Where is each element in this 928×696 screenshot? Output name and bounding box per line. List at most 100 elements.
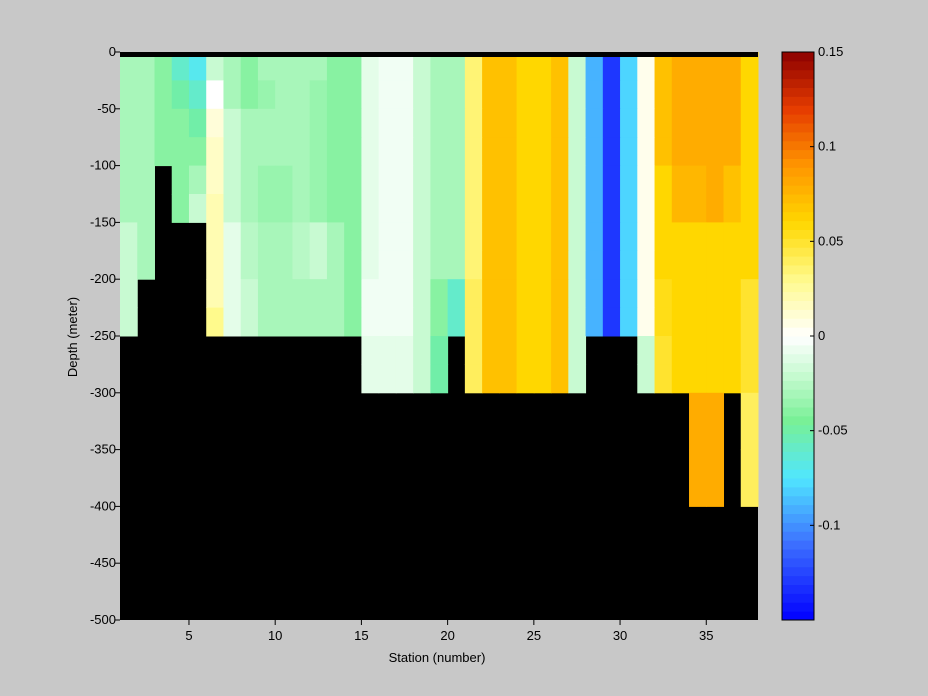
heatmap-cell [154, 137, 173, 167]
colorbar-segment [782, 362, 814, 372]
colorbar-segment [782, 327, 814, 337]
heatmap-cell [568, 364, 587, 394]
heatmap-cell [361, 250, 380, 280]
heatmap-cell [257, 194, 276, 223]
heatmap-cell [740, 279, 759, 309]
heatmap-cell [309, 108, 328, 138]
heatmap-cell [309, 137, 328, 167]
colorbar-segment [782, 96, 814, 106]
heatmap-cell [706, 52, 725, 81]
heatmap-cell [551, 165, 569, 195]
heatmap-cell [602, 279, 621, 309]
x-tick-label: 5 [185, 628, 192, 643]
heatmap-cell [326, 194, 345, 223]
heatmap-cell [120, 222, 138, 252]
heatmap-cell [292, 80, 311, 110]
heatmap-cell [637, 194, 656, 223]
heatmap-cell [706, 392, 725, 451]
surface-line [120, 52, 758, 57]
heatmap-cell [344, 52, 362, 81]
heatmap-cell [206, 250, 224, 280]
heatmap-cell [223, 80, 242, 110]
heatmap-cell [344, 165, 362, 195]
heatmap-cell [585, 250, 604, 280]
heatmap-cell [240, 194, 259, 223]
heatmap-cell [275, 250, 293, 280]
y-axis-ticks: 0 -50 -100 -150 -200 -250 -300 -350 -400 -450 -500 [90, 44, 120, 627]
heatmap-cell [499, 80, 518, 110]
y-tick-label: -150 [90, 214, 116, 229]
heatmap-cell [516, 279, 535, 309]
colorbar-segment [782, 78, 814, 88]
heatmap-cell [706, 194, 725, 223]
colorbar-segment [782, 256, 814, 266]
heatmap-cell [395, 279, 414, 309]
colorbar-segment [782, 273, 814, 284]
heatmap-cell [361, 165, 380, 195]
heatmap-cell [637, 336, 656, 365]
heatmap-cell [292, 307, 311, 337]
colorbar-segment [782, 140, 814, 151]
heatmap-cell [723, 222, 742, 252]
colorbar-tick-label: 0 [818, 328, 825, 343]
colorbar-segment [782, 336, 814, 346]
heatmap-cell [551, 222, 569, 252]
heatmap-cell [361, 108, 380, 138]
heatmap-cell [171, 80, 190, 110]
heatmap-cell [413, 80, 431, 110]
heatmap-cell [430, 250, 449, 280]
heatmap-cell [654, 194, 673, 223]
heatmap-cell [516, 52, 535, 81]
heatmap-cell [137, 165, 155, 195]
heatmap-cell [499, 165, 518, 195]
heatmap-cell [361, 137, 380, 167]
heatmap-cell [188, 108, 207, 138]
heatmap-cell [740, 165, 759, 195]
heatmap-cell [309, 250, 328, 280]
colorbar-segment [782, 211, 814, 222]
colorbar-segment [782, 123, 814, 133]
heatmap-cell [602, 222, 621, 252]
heatmap-cell [706, 336, 725, 365]
heatmap-cell [206, 194, 224, 223]
colorbar-segment [782, 504, 814, 514]
heatmap-cell [206, 137, 224, 167]
heatmap-cell [447, 80, 466, 110]
heatmap-cell [568, 250, 587, 280]
heatmap-cell [516, 165, 535, 195]
heatmap-cell [637, 307, 656, 337]
heatmap-cell [378, 250, 397, 280]
heatmap-cell [568, 194, 587, 223]
heatmap-cell [723, 80, 742, 110]
heatmap-cell [292, 222, 311, 252]
heatmap-cell [723, 364, 742, 394]
heatmap-cell [257, 307, 276, 337]
heatmap-cell [309, 52, 328, 81]
colorbar-segment [782, 407, 814, 417]
heatmap-cell [309, 194, 328, 223]
colorbar-segment [782, 309, 814, 319]
heatmap-cell [516, 336, 535, 365]
heatmap-cell [188, 194, 207, 223]
x-tick-label: 35 [699, 628, 713, 643]
heatmap-cell [430, 108, 449, 138]
heatmap-cell [188, 52, 207, 81]
heatmap-cell [568, 108, 587, 138]
heatmap-cell [430, 194, 449, 223]
heatmap-cell [533, 165, 552, 195]
x-tick-label: 20 [440, 628, 454, 643]
heatmap-cell [602, 307, 621, 337]
heatmap-cell [637, 108, 656, 138]
colorbar-segment [782, 167, 814, 177]
colorbar-segment [782, 247, 814, 257]
heatmap-cell [447, 307, 466, 337]
heatmap-cell [551, 80, 569, 110]
heatmap-cell [654, 80, 673, 110]
y-tick-label: -300 [90, 385, 116, 400]
heatmap-cell [361, 80, 380, 110]
colorbar-tick-label: 0.15 [818, 44, 843, 59]
heatmap-cell [740, 449, 759, 507]
colorbar-segment [782, 451, 814, 461]
heatmap-cell [740, 137, 759, 167]
heatmap-cell [602, 108, 621, 138]
